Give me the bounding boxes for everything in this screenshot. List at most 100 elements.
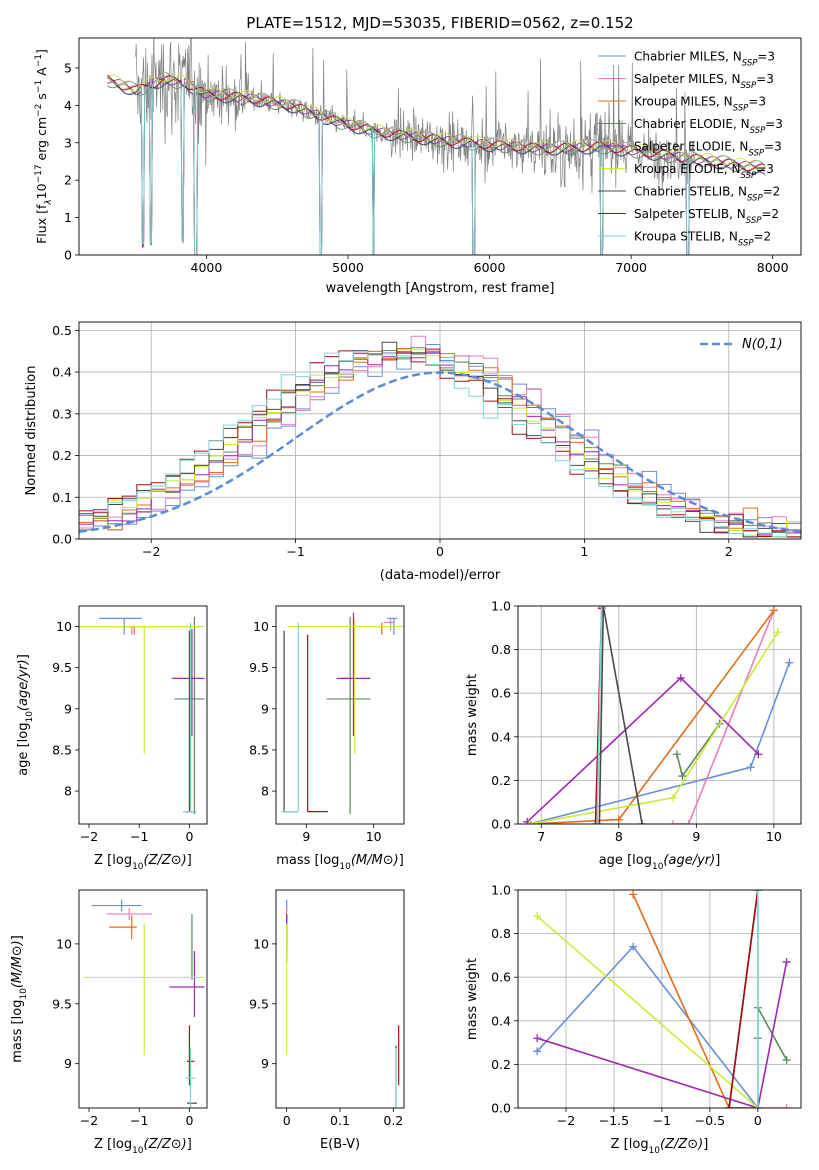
x-axis-label-sub: 10 (652, 862, 664, 872)
weight-series-line (728, 890, 759, 1108)
weight-series-line (632, 894, 758, 1108)
x-tick-label: −1.5 (599, 1113, 629, 1128)
y-axis-label-part: mass [log (10, 1000, 25, 1063)
y-axis-label: mass weight (465, 958, 480, 1040)
legend-entry: Kroupa STELIB, NSSP=2 (634, 230, 771, 249)
y-tick-label: 9.5 (249, 660, 269, 675)
y-axis-label-part: Flux [f (34, 204, 49, 244)
y-tick-label: 2 (64, 173, 72, 188)
weight-marker (746, 763, 755, 772)
x-tick-label: −1 (286, 544, 304, 559)
x-axis-label-part: (Z/Z⊙) (660, 1137, 703, 1152)
histogram-series (79, 350, 801, 538)
x-axis-label: age [log10(age/yr)] (599, 853, 721, 872)
x-tick-label: 7 (537, 829, 545, 844)
y-axis-label-part: ] (10, 935, 25, 940)
axes-frame (275, 889, 405, 1109)
legend-entry-name: Salpeter ELODIE, N (634, 140, 748, 154)
weight-marker (629, 942, 638, 951)
y-tick-label: 8.5 (249, 742, 269, 757)
weight-marker (525, 820, 534, 824)
axes-frame (517, 605, 802, 825)
y-axis-label-part: erg cm (34, 117, 49, 165)
axes-frame (275, 605, 405, 825)
x-tick-label: 7000 (615, 260, 647, 275)
weight-marker (591, 820, 600, 824)
y-tick-label: 5 (64, 60, 72, 75)
weight-marker (595, 820, 604, 824)
x-tick-label: 10 (766, 829, 782, 844)
residual-histogram-panel: −2 −1 0 1 2 0.0 0.1 0.2 0.3 0.4 0.5 (data-model)/er… (24, 321, 802, 583)
x-tick-label: 0 (185, 829, 193, 844)
legend-entry-sub: SSP (733, 104, 749, 114)
legend-entry: Kroupa MILES, NSSP=3 (634, 95, 766, 114)
x-tick-label: 2 (725, 544, 733, 559)
legend-entry-name: Salpeter MILES, N (634, 72, 741, 86)
weight-series-line (598, 606, 643, 824)
x-axis-label-sub: 10 (132, 862, 144, 872)
weight-marker (753, 890, 762, 894)
x-axis-label-part: ] (187, 853, 192, 868)
weight-marker (599, 606, 608, 610)
legend-entry-count: =2 (763, 185, 781, 199)
x-axis-label-part: ] (187, 1137, 192, 1152)
y-tick-label: 4 (64, 98, 72, 113)
legend-entry-name: Salpeter STELIB, N (634, 207, 746, 221)
y-tick-label: 1.0 (491, 599, 511, 614)
x-axis-label-part: ] (715, 853, 720, 868)
legend-entry-sub: SSP (742, 59, 758, 69)
x-tick-label: 5000 (332, 260, 364, 275)
weight-series-line (529, 631, 779, 824)
y-tick-label: 9.5 (249, 996, 269, 1011)
mass-vs-ebv-panel: 0 0.1 0.2 9 9.5 10 E(B-V) (249, 889, 405, 1152)
legend-entry-count: =3 (748, 95, 766, 109)
y-tick-label: 0.5 (52, 323, 72, 338)
x-axis-label: mass [log10(M/M⊙)] (276, 853, 404, 872)
y-axis-label-sub: 10 (25, 711, 35, 723)
y-tick-label: 9.5 (52, 996, 72, 1011)
legend-entry-name: Chabrier ELODIE, N (634, 117, 750, 131)
legend-entry-count: =3 (757, 50, 775, 64)
x-axis-label-sub: 10 (649, 1146, 661, 1156)
x-axis-label: (data-model)/error (380, 568, 501, 583)
x-tick-label: −1 (130, 1113, 148, 1128)
y-tick-label: 0.4 (491, 729, 511, 744)
y-tick-label: 0.4 (491, 1013, 511, 1028)
y-axis-label-sub: 10 (19, 988, 29, 1000)
y-tick-label: 9 (64, 1056, 72, 1071)
x-axis-label-sub: 10 (132, 1146, 144, 1156)
x-axis-label-part: Z [log (94, 1137, 132, 1152)
y-tick-label: 0.3 (52, 406, 72, 421)
y-axis-label-part: s (34, 93, 49, 104)
weight-marker (782, 957, 791, 966)
y-tick-label: 0.0 (52, 532, 72, 547)
legend-entry: Chabrier ELODIE, NSSP=3 (634, 117, 783, 136)
y-tick-label: 0.4 (52, 365, 72, 380)
y-tick-label: 9 (261, 701, 269, 716)
legend-entry-sub: SSP (741, 171, 757, 181)
weight-marker (533, 1034, 542, 1043)
x-axis-label-part: (Z/Z⊙) (144, 853, 187, 868)
x-axis-label-sub: 10 (339, 862, 351, 872)
plot-area (84, 899, 205, 1108)
x-tick-label: −2 (557, 1113, 575, 1128)
axes-frame (78, 321, 802, 540)
model-spectrum-line (107, 77, 766, 255)
weight-marker (785, 658, 794, 667)
weight-marker (600, 606, 609, 610)
y-tick-label: 10 (253, 619, 269, 634)
weight-marker (672, 750, 681, 759)
legend-entry-sub: SSP (738, 239, 754, 249)
weight-series-line (536, 945, 759, 1108)
normal-reference-curve (79, 371, 801, 533)
legend-entry-count: =3 (756, 72, 774, 86)
spectrum-panel: 4000 5000 6000 7000 8000 0 1 2 3 4 5 wavelength [An… (34, 37, 802, 296)
x-axis-label-part: Z [log (611, 1137, 649, 1152)
weight-marker (753, 1104, 762, 1108)
weight-marker (676, 673, 685, 682)
x-axis-label: E(B-V) (320, 1137, 360, 1152)
y-tick-label: 3 (64, 135, 72, 150)
x-tick-label: 0 (436, 544, 444, 559)
x-axis-label-part: Z [log (94, 853, 132, 868)
